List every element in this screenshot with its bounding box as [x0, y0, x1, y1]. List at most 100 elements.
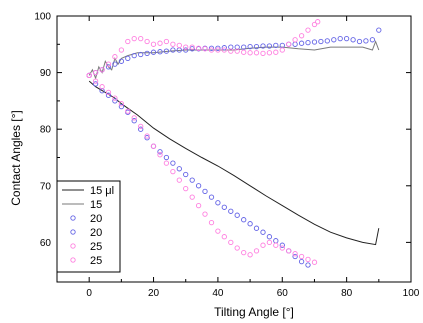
series-3-point [350, 37, 356, 43]
series-2-point [138, 126, 144, 132]
series-4-point [228, 239, 234, 246]
series-4-point [253, 248, 260, 254]
series-2-point [273, 238, 279, 244]
series-5-point [260, 50, 266, 57]
series-2-point [260, 229, 266, 235]
legend-label: 20 [90, 213, 102, 225]
legend-swatch [70, 215, 76, 221]
series-5-point [234, 48, 240, 54]
series-3-point [157, 49, 163, 55]
series-3-point [369, 37, 376, 43]
series-4-point [221, 234, 227, 240]
axes: 0 20 40 60 80 100 60 70 80 90 100 [34, 12, 419, 300]
series-3-point [324, 38, 330, 44]
series-3-point [266, 43, 273, 49]
series-4-point [305, 256, 311, 263]
series-4-point [170, 168, 176, 175]
x-tick-label: 100 [403, 288, 420, 299]
series-5-point [221, 47, 227, 53]
series-3-point [118, 58, 125, 64]
series-4-point [183, 185, 189, 192]
series-3-point [150, 49, 157, 55]
series-5-point [311, 21, 318, 28]
series-5-point [125, 38, 131, 45]
series-5-point [241, 49, 247, 55]
x-tick-label: 40 [212, 288, 224, 299]
series-4-point [298, 253, 305, 260]
series-5-point [208, 47, 215, 53]
x-axis-title: Tilting Angle [°] [214, 305, 294, 319]
series-3-point [305, 39, 311, 46]
series-4-point [189, 194, 195, 200]
series-3-point [163, 48, 170, 54]
series-2-point [105, 92, 112, 98]
series-4-point [163, 160, 170, 166]
plot-frame [56, 15, 412, 283]
series-2-point [228, 208, 234, 214]
series-5-point [144, 38, 150, 45]
series-5-point [92, 69, 99, 76]
series-2-point [215, 200, 221, 206]
series-5-point [176, 42, 182, 49]
series-3-point [356, 38, 363, 45]
series-5-point [247, 50, 253, 56]
series-4-point [195, 202, 202, 209]
series-2-point [292, 253, 298, 260]
series-2-point [176, 166, 182, 172]
series-5-point [273, 49, 279, 55]
series-3-point [343, 35, 350, 42]
series-2-point [221, 204, 227, 210]
series-3-point [376, 27, 382, 33]
series-3-point [247, 43, 253, 50]
series-4-point [138, 123, 144, 130]
legend-label: 15 μl [90, 185, 114, 197]
legend-label: 25 [90, 255, 102, 267]
series-4-point [247, 252, 253, 258]
legend-swatch [70, 257, 76, 263]
series-3-point [208, 45, 215, 51]
series-3-point [170, 47, 176, 53]
series-2-point [163, 154, 170, 161]
series-2-point [202, 188, 208, 195]
series-3-point [337, 35, 343, 42]
series-3-point [298, 40, 305, 46]
series-3-point [363, 38, 369, 44]
series-5-point [163, 38, 170, 45]
legend-label: 15 [90, 199, 102, 211]
y-tick-label: 60 [40, 238, 52, 249]
series-4-point [202, 211, 208, 217]
y-tick-label: 90 [40, 68, 52, 79]
series-5-point [189, 44, 195, 50]
series-3-point [105, 64, 112, 70]
series-0-line [88, 80, 380, 246]
series-4-point [144, 133, 150, 139]
series-3-point [221, 45, 227, 51]
series-4-point [266, 239, 273, 246]
y-axis-title: Contact Angles [°] [9, 110, 23, 206]
series-2-point [305, 262, 311, 268]
series-4-point [125, 108, 131, 114]
series-4-point [279, 245, 285, 251]
series-5-point [170, 41, 176, 47]
x-tick-label: 60 [277, 288, 289, 299]
series-3-point [144, 50, 150, 57]
series-2-point [266, 234, 273, 240]
series-2-point [144, 135, 150, 141]
series-5-point [253, 50, 260, 56]
series-3-point [131, 52, 137, 59]
series-3-point [112, 61, 118, 67]
series-5-point [150, 41, 157, 47]
series-5-point [183, 44, 189, 50]
series-3-point [253, 43, 260, 50]
series-4-point [176, 177, 182, 183]
series-2-point [170, 160, 176, 166]
series-3-point [292, 41, 298, 47]
series-5-point [157, 40, 163, 46]
legend-label: 20 [90, 227, 102, 239]
series-4-point [208, 219, 215, 226]
series-4-point [260, 242, 266, 248]
series-4-point [292, 251, 298, 257]
series-2-point [241, 217, 247, 223]
series-4-point [112, 95, 118, 101]
